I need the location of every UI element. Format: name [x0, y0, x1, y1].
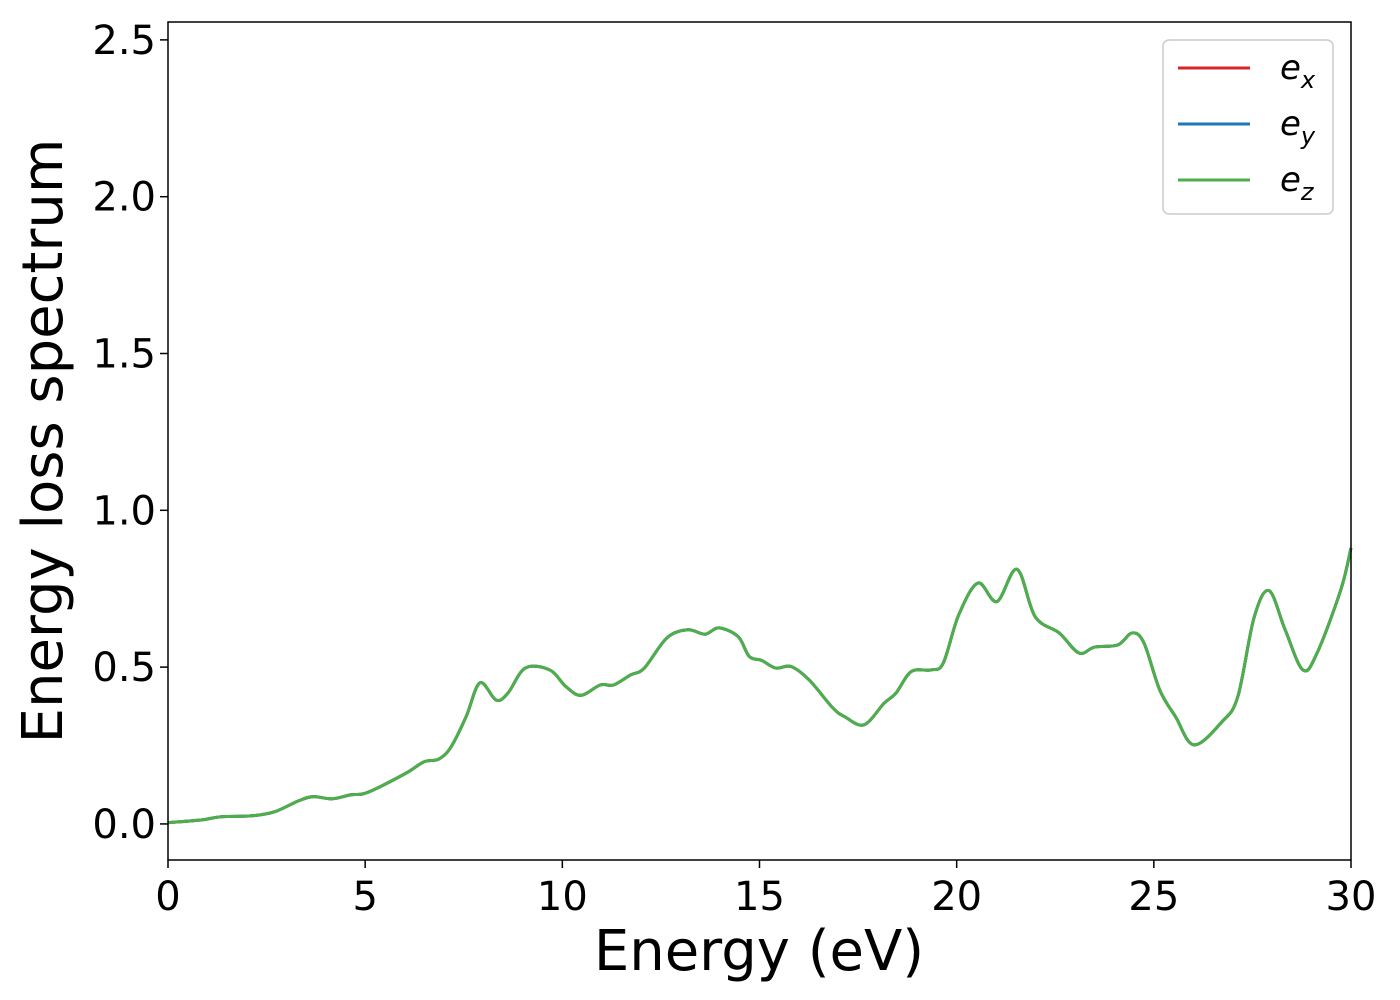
series-line-y — [167, 547, 1353, 825]
y-tick-label: 2.0 — [92, 175, 156, 221]
legend-label-sub: x — [1300, 66, 1316, 94]
x-tick-label: 5 — [352, 874, 377, 920]
x-tick-label: 20 — [931, 874, 982, 920]
x-tick-label: 25 — [1128, 874, 1179, 920]
legend-label-x: ex — [1280, 48, 1316, 94]
series-layer — [167, 547, 1353, 825]
legend-label-z: ez — [1280, 160, 1315, 206]
x-tick-label: 0 — [155, 874, 180, 920]
legend-label-base: e — [1280, 160, 1301, 200]
x-tick-label: 30 — [1326, 874, 1377, 920]
legend-label-sub: y — [1300, 122, 1316, 150]
x-tick-label: 10 — [537, 874, 588, 920]
y-axis-label: Energy loss spectrum — [11, 139, 76, 744]
series-line-z — [167, 547, 1353, 825]
y-tick-label: 2.5 — [92, 18, 156, 64]
x-tick-label: 15 — [734, 874, 785, 920]
y-tick-label: 0.0 — [92, 802, 156, 848]
x-axis-label: Energy (eV) — [594, 919, 924, 984]
y-tick-label: 1.0 — [92, 488, 156, 534]
series-line-x — [167, 547, 1353, 825]
legend-label-base: e — [1280, 104, 1301, 144]
legend-label-sub: z — [1300, 178, 1315, 206]
legend-label-base: e — [1280, 48, 1301, 88]
legend-box — [1162, 39, 1334, 215]
y-tick-label: 0.5 — [92, 645, 156, 691]
ticks-layer: 0 5 10 15 20 25 30 0.0 0.5 1.0 1.5 2.0 2.5 — [92, 18, 1376, 920]
y-tick-label: 1.5 — [92, 331, 156, 377]
legend-label-y: ey — [1280, 104, 1316, 150]
